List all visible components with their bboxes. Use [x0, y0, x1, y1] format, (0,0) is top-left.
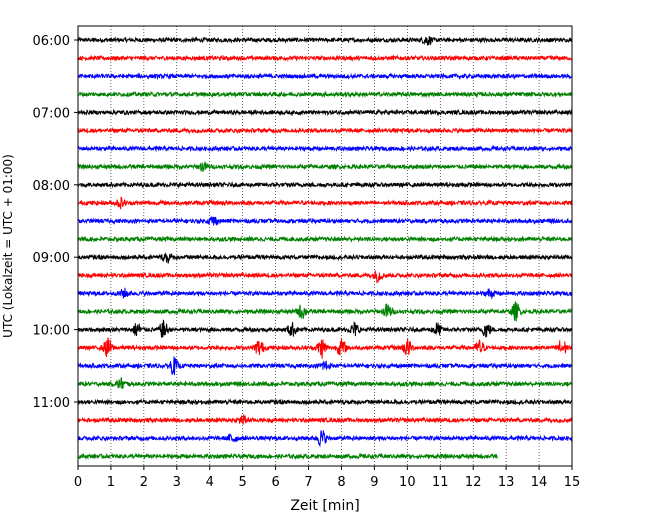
x-tick-label: 11 [432, 475, 449, 490]
trace-row [77, 35, 573, 46]
trace-row [77, 301, 573, 322]
x-tick-label: 15 [564, 475, 581, 490]
trace-row [77, 72, 573, 81]
x-tick-label: 2 [140, 475, 148, 490]
trace-row [77, 414, 573, 425]
trace-row [77, 430, 573, 448]
trace-row [77, 216, 573, 226]
y-tick-label: 11:00 [33, 396, 70, 411]
x-tick-label: 8 [337, 475, 345, 490]
x-tick-label: 5 [239, 475, 247, 490]
trace-row [77, 235, 573, 243]
trace-row [77, 270, 573, 284]
trace-row [77, 377, 573, 390]
x-tick-label: 0 [74, 475, 82, 490]
trace-row [77, 252, 573, 264]
x-tick-label: 3 [173, 475, 181, 490]
y-axis-ticks: 06:00 07:00 08:00 09:00 10:00 11:00 [33, 34, 78, 411]
trace-row [77, 337, 573, 359]
y-tick-label: 10:00 [33, 324, 70, 339]
trace-row [77, 287, 573, 300]
trace-row [77, 161, 573, 173]
trace-row [77, 196, 573, 210]
trace-row [77, 180, 573, 189]
x-tick-label: 9 [370, 475, 378, 490]
y-tick-label: 07:00 [33, 106, 70, 121]
x-axis-label: Zeit [min] [290, 498, 359, 514]
x-tick-label: 12 [465, 475, 482, 490]
trace-row [77, 90, 573, 99]
trace-row [77, 126, 573, 135]
x-tick-label: 1 [107, 475, 115, 490]
y-tick-label: 08:00 [33, 179, 70, 194]
y-tick-label: 09:00 [33, 251, 70, 266]
x-axis-ticks: 0 1 2 3 4 5 6 7 8 9 10 11 12 13 14 15 [74, 466, 580, 490]
trace-row [77, 319, 573, 339]
x-tick-label: 7 [304, 475, 312, 490]
x-tick-label: 10 [399, 475, 416, 490]
trace-row [77, 108, 573, 117]
y-tick-label: 06:00 [33, 34, 70, 49]
trace-lines [77, 35, 573, 461]
x-tick-label: 13 [498, 475, 515, 490]
x-tick-label: 4 [206, 475, 214, 490]
vertical-grid [110, 26, 540, 466]
x-tick-label: 6 [271, 475, 279, 490]
x-tick-label: 14 [531, 475, 548, 490]
y-axis-label: UTC (Lokalzeit = UTC + 01:00) [1, 154, 15, 338]
trace-row [77, 144, 573, 153]
trace-row [77, 54, 573, 62]
trace-row [77, 356, 573, 376]
plot-frame [77, 25, 573, 467]
trace-row [77, 398, 573, 406]
trace-row [77, 452, 499, 461]
